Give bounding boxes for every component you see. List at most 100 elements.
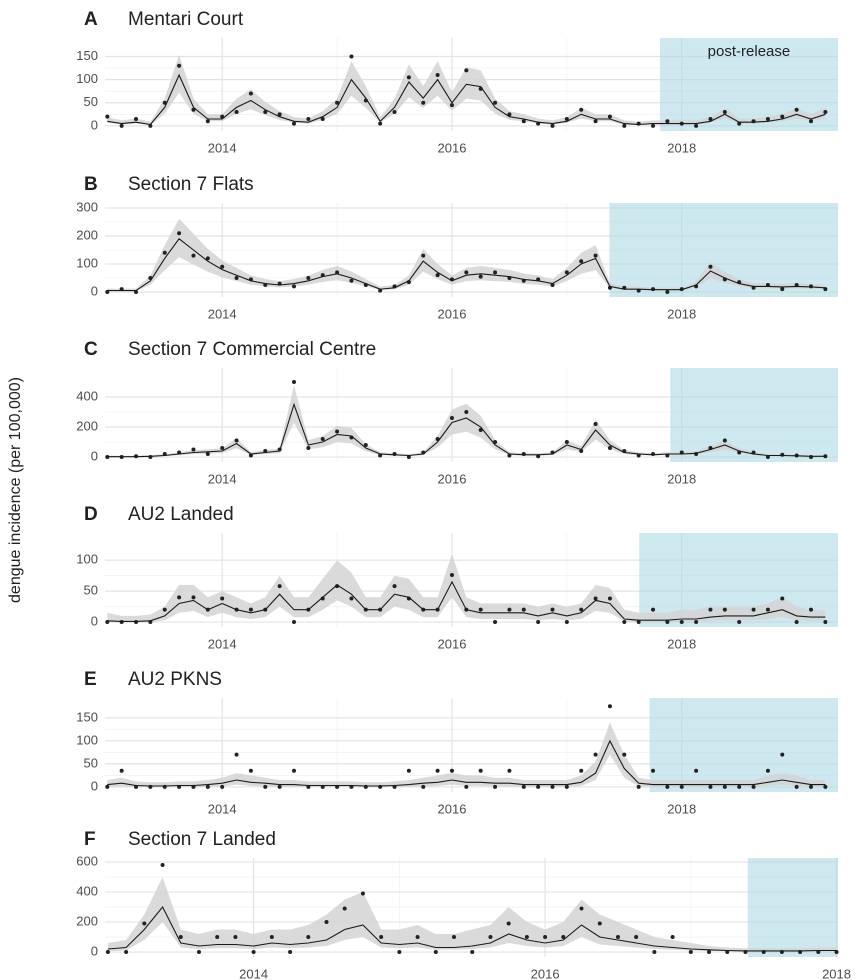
observed-point	[464, 270, 469, 275]
observed-point	[248, 91, 253, 96]
observed-point	[579, 107, 584, 112]
observed-point	[579, 607, 584, 612]
panel-title: Section 7 Commercial Centre	[128, 339, 376, 360]
observed-point	[634, 935, 639, 940]
x-tick-label: 2016	[438, 140, 467, 155]
panel-title: Mentari Court	[128, 9, 244, 30]
observed-point	[291, 284, 296, 289]
observed-point	[306, 935, 311, 940]
observed-point	[263, 784, 268, 789]
observed-point	[291, 768, 296, 773]
observed-point	[593, 422, 598, 427]
fitted-line	[107, 402, 826, 458]
panel: B Section 7 Flats 0 100 200 300 2014 2016 2018	[76, 174, 838, 321]
observed-point	[737, 620, 742, 625]
observed-point	[360, 891, 365, 896]
observed-point	[306, 275, 311, 280]
observed-point	[521, 119, 526, 124]
observed-point	[794, 784, 799, 789]
observed-point	[148, 123, 153, 128]
observed-point	[651, 607, 656, 612]
confidence-band	[107, 722, 826, 787]
panel: E AU2 PKNS 0 50 100 150 2014 2016 2018	[76, 669, 838, 816]
observed-point	[349, 54, 354, 59]
observed-point	[694, 768, 699, 773]
panel-letter: A	[84, 9, 98, 30]
observed-point	[392, 452, 397, 457]
observed-point	[421, 100, 426, 105]
observed-point	[421, 784, 426, 789]
y-tick-label: 0	[91, 283, 98, 298]
observed-point	[694, 620, 699, 625]
observed-point	[708, 784, 713, 789]
observed-point	[607, 114, 612, 119]
observed-point	[679, 784, 684, 789]
observed-point	[550, 607, 555, 612]
observed-point	[564, 440, 569, 445]
observed-point	[234, 438, 239, 443]
panel-title: Section 7 Landed	[128, 829, 276, 850]
x-tick-label: 2016	[438, 636, 467, 651]
observed-point	[780, 114, 785, 119]
observed-point	[196, 950, 201, 955]
observed-point	[622, 123, 627, 128]
observed-point	[506, 921, 511, 926]
confidence-band	[107, 218, 826, 292]
observed-point	[205, 256, 210, 261]
observed-point	[636, 620, 641, 625]
post-release-region	[649, 698, 838, 792]
observed-point	[291, 121, 296, 126]
x-tick-label: 2018	[667, 636, 696, 651]
observed-point	[205, 784, 210, 789]
observed-point	[593, 119, 598, 124]
x-tick-label: 2018	[667, 306, 696, 321]
x-tick-label: 2014	[208, 140, 237, 155]
confidence-band	[107, 54, 826, 126]
x-tick-label: 2014	[208, 471, 237, 486]
observed-point	[579, 259, 584, 264]
post-release-region	[747, 858, 838, 957]
observed-point	[406, 768, 411, 773]
y-tick-label: 200	[76, 227, 98, 242]
observed-point	[579, 449, 584, 454]
fitted-line	[107, 905, 837, 952]
annotation: post-release	[708, 43, 791, 60]
observed-point	[524, 935, 529, 940]
post-release-region	[670, 368, 838, 462]
observed-point	[406, 75, 411, 80]
observed-point	[561, 935, 566, 940]
observed-point	[809, 455, 814, 460]
observed-point	[651, 768, 656, 773]
x-tick-label: 2014	[208, 636, 237, 651]
fitted-line	[107, 580, 826, 622]
panel-letter: C	[84, 339, 98, 360]
y-tick-label: 100	[76, 552, 98, 567]
observed-point	[363, 443, 368, 448]
observed-point	[478, 274, 483, 279]
observed-point	[349, 278, 354, 283]
observed-point	[105, 950, 110, 955]
observed-point	[688, 950, 693, 955]
observed-point	[543, 935, 548, 940]
observed-point	[521, 607, 526, 612]
x-tick-label: 2014	[208, 306, 237, 321]
observed-point	[335, 100, 340, 105]
observed-point	[119, 620, 124, 625]
observed-point	[248, 768, 253, 773]
observed-point	[160, 863, 165, 868]
observed-point	[263, 110, 268, 115]
observed-point	[291, 379, 296, 384]
observed-point	[809, 784, 814, 789]
x-tick-label: 2016	[531, 966, 560, 980]
observed-point	[406, 455, 411, 460]
observed-point	[435, 273, 440, 278]
observed-point	[148, 455, 153, 460]
observed-point	[324, 920, 329, 925]
observed-point	[177, 231, 182, 236]
fitted-line	[107, 739, 826, 787]
observed-point	[751, 784, 756, 789]
observed-point	[564, 270, 569, 275]
observed-point	[392, 110, 397, 115]
observed-point	[765, 116, 770, 121]
